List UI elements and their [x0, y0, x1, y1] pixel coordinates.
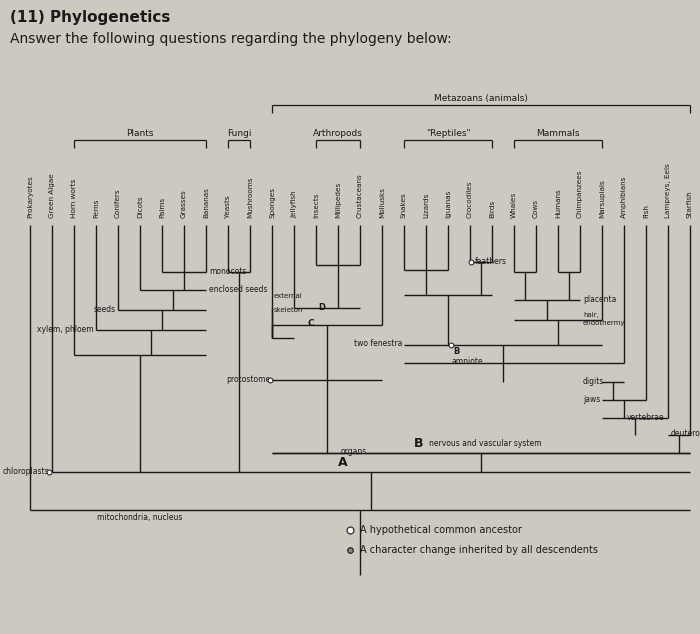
Text: Birds: Birds	[489, 200, 495, 218]
Text: Sponges: Sponges	[269, 187, 275, 218]
Text: Plants: Plants	[126, 129, 154, 138]
Text: Green Algae: Green Algae	[49, 173, 55, 218]
Text: Amphibians: Amphibians	[621, 176, 627, 218]
Text: Lizards: Lizards	[423, 193, 429, 218]
Text: Ferns: Ferns	[93, 198, 99, 218]
Text: B: B	[453, 347, 459, 356]
Text: Fungi: Fungi	[227, 129, 251, 138]
Text: enclosed seeds: enclosed seeds	[209, 285, 267, 294]
Text: xylem, phloem: xylem, phloem	[37, 325, 94, 333]
Text: vertebrae: vertebrae	[627, 413, 664, 422]
Text: Grasses: Grasses	[181, 190, 187, 218]
Text: Mammals: Mammals	[536, 129, 580, 138]
Text: Crustaceans: Crustaceans	[357, 173, 363, 218]
Text: Starfish: Starfish	[687, 190, 693, 218]
Text: Mollusks: Mollusks	[379, 187, 385, 218]
Text: amniote: amniote	[451, 358, 482, 366]
Text: mitochondria, nucleus: mitochondria, nucleus	[97, 513, 183, 522]
Text: Cows: Cows	[533, 199, 539, 218]
Text: (11) Phylogenetics: (11) Phylogenetics	[10, 10, 170, 25]
Text: skeleton: skeleton	[274, 307, 304, 313]
Text: Snakes: Snakes	[401, 192, 407, 218]
Text: Lampreys, Eels: Lampreys, Eels	[665, 163, 671, 218]
Text: A hypothetical common ancestor: A hypothetical common ancestor	[360, 525, 522, 535]
Text: organs: organs	[341, 448, 368, 456]
Text: feathers: feathers	[475, 257, 507, 266]
Text: external: external	[274, 293, 302, 299]
Text: Humans: Humans	[555, 188, 561, 218]
Text: Millipedes: Millipedes	[335, 182, 341, 218]
Text: placenta: placenta	[583, 295, 617, 304]
Text: nervous and vascular system: nervous and vascular system	[429, 439, 542, 448]
Text: A character change inherited by all descendents: A character change inherited by all desc…	[360, 545, 598, 555]
Text: Horn worts: Horn worts	[71, 179, 77, 218]
Text: C: C	[307, 320, 314, 328]
Text: "Reptiles": "Reptiles"	[426, 129, 470, 138]
Text: Arthropods: Arthropods	[313, 129, 363, 138]
Text: Yeasts: Yeasts	[225, 195, 231, 218]
Text: jaws: jaws	[583, 394, 601, 403]
Text: Prokaryotes: Prokaryotes	[27, 175, 33, 218]
Text: deuterostome: deuterostome	[671, 429, 700, 439]
Text: two fenestra: two fenestra	[354, 339, 402, 349]
Text: digits: digits	[583, 377, 604, 385]
Text: Fish: Fish	[643, 204, 649, 218]
Text: Metazoans (animals): Metazoans (animals)	[434, 94, 528, 103]
Text: A: A	[338, 456, 348, 469]
Text: Jellyfish: Jellyfish	[291, 190, 297, 218]
Text: Mushrooms: Mushrooms	[247, 176, 253, 218]
Text: Bananas: Bananas	[203, 187, 209, 218]
Text: Iguanas: Iguanas	[445, 190, 451, 218]
Text: Dicots: Dicots	[137, 195, 143, 218]
Text: protostome: protostome	[226, 375, 270, 384]
Text: Crocodiles: Crocodiles	[467, 181, 473, 218]
Text: hair,
endothermy: hair, endothermy	[583, 313, 626, 325]
Text: Chimpanzees: Chimpanzees	[577, 169, 583, 218]
Text: Palms: Palms	[159, 197, 165, 218]
Text: Whales: Whales	[511, 191, 517, 218]
Text: chloroplasts: chloroplasts	[2, 467, 49, 476]
Text: Conifers: Conifers	[115, 188, 121, 218]
Text: B: B	[414, 437, 424, 450]
Text: Insects: Insects	[313, 193, 319, 218]
Text: seeds: seeds	[94, 304, 116, 313]
Text: monocots: monocots	[209, 266, 246, 276]
Text: Marsupials: Marsupials	[599, 179, 605, 218]
Text: D: D	[318, 302, 325, 311]
Text: Answer the following questions regarding the phylogeny below:: Answer the following questions regarding…	[10, 32, 452, 46]
